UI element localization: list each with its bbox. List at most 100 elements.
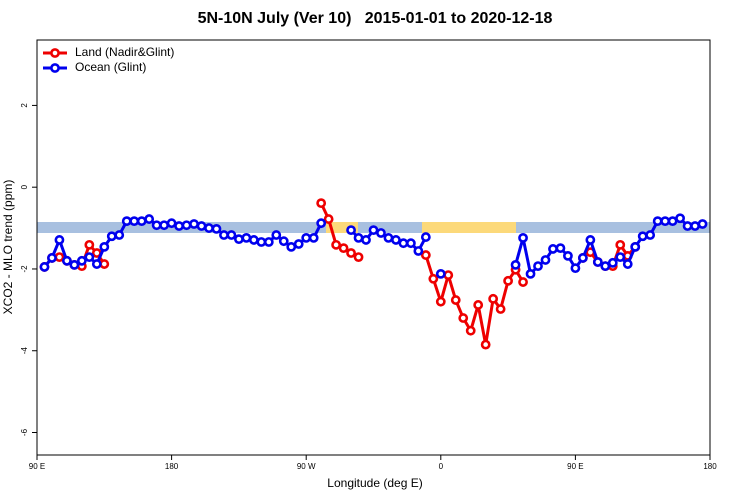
- data-point: [435, 296, 446, 307]
- data-point: [690, 221, 700, 231]
- data-point: [211, 223, 222, 234]
- data-point: [338, 243, 349, 254]
- data-point: [600, 261, 611, 272]
- data-point: [316, 218, 327, 229]
- data-point: [473, 300, 484, 310]
- data-point: [226, 230, 237, 240]
- data-point: [398, 238, 409, 249]
- data-point: [660, 216, 671, 227]
- data-point: [293, 239, 304, 249]
- data-point: [256, 237, 267, 247]
- data-point: [136, 216, 147, 227]
- data-point: [435, 268, 446, 279]
- data-point: [129, 216, 140, 227]
- data-point: [555, 243, 566, 254]
- data-point: [637, 231, 648, 242]
- data-point: [480, 339, 491, 350]
- data-point: [271, 230, 282, 240]
- data-point: [301, 232, 312, 243]
- data-point: [503, 275, 513, 286]
- data-point: [144, 214, 155, 224]
- data-point: [607, 257, 618, 268]
- data-point: [278, 236, 289, 247]
- data-point: [682, 221, 693, 231]
- data-point: [47, 253, 57, 263]
- data-point: [121, 216, 132, 227]
- data-point: [465, 325, 476, 336]
- y-tick-label: -6: [20, 428, 29, 436]
- y-tick-label: 0: [20, 184, 29, 189]
- data-point: [99, 259, 110, 269]
- data-point: [443, 270, 454, 280]
- data-point: [361, 235, 371, 245]
- data-point: [450, 295, 461, 305]
- data-point: [54, 235, 65, 245]
- x-tick-label: 90 W: [297, 462, 316, 471]
- data-point: [316, 198, 327, 209]
- data-point: [308, 232, 319, 243]
- data-point: [630, 241, 641, 252]
- data-point: [615, 252, 626, 263]
- data-point: [518, 232, 528, 243]
- land-strip: [326, 222, 358, 233]
- data-point: [263, 237, 274, 247]
- x-tick-label: 90 E: [29, 462, 45, 471]
- data-point: [114, 230, 125, 240]
- data-point: [420, 250, 431, 260]
- legend-label: Land (Nadir&Glint): [75, 45, 174, 59]
- x-axis-label: Longitude (deg E): [327, 476, 422, 490]
- data-point: [84, 252, 95, 263]
- data-point: [331, 239, 342, 250]
- data-point: [368, 225, 379, 236]
- data-point: [248, 235, 259, 245]
- data-point: [645, 230, 656, 240]
- data-point: [405, 238, 416, 249]
- legend-marker: [50, 63, 60, 73]
- data-point: [376, 228, 386, 238]
- y-tick-label: 2: [20, 103, 29, 108]
- data-point: [622, 259, 633, 269]
- data-point: [241, 232, 252, 243]
- data-point: [189, 219, 199, 229]
- data-point: [91, 259, 102, 269]
- data-point: [346, 248, 356, 258]
- data-point: [585, 235, 596, 245]
- legend-marker: [50, 48, 60, 58]
- legend-label: Ocean (Glint): [75, 60, 146, 74]
- y-tick-label: -4: [20, 347, 29, 355]
- x-tick-label: 180: [165, 462, 179, 471]
- data-point: [106, 231, 117, 242]
- data-point: [420, 232, 431, 242]
- data-point: [563, 250, 573, 261]
- data-point: [510, 259, 521, 270]
- data-point: [391, 235, 401, 245]
- data-point: [413, 246, 424, 256]
- data-point: [181, 220, 192, 231]
- y-axis-label: XCO2 - MLO trend (ppm): [1, 180, 15, 315]
- data-point: [151, 220, 162, 231]
- data-point: [233, 234, 244, 245]
- data-point: [533, 261, 543, 272]
- data-point: [540, 255, 551, 265]
- data-point: [323, 214, 334, 224]
- data-point: [353, 232, 364, 243]
- x-tick-label: 0: [439, 462, 444, 471]
- data-point: [69, 259, 80, 270]
- x-tick-label: 180: [703, 462, 717, 471]
- data-point: [383, 232, 394, 243]
- data-point: [166, 218, 177, 229]
- plot-frame: [36, 39, 711, 456]
- data-point: [518, 277, 528, 287]
- data-point: [697, 219, 708, 229]
- data-point: [204, 223, 214, 233]
- data-point: [39, 262, 50, 272]
- data-point: [159, 220, 170, 231]
- data-point: [525, 268, 536, 279]
- data-point: [548, 244, 558, 254]
- data-point: [570, 263, 581, 274]
- data-point: [174, 221, 184, 231]
- data-point: [615, 239, 626, 250]
- data-point: [488, 293, 499, 304]
- data-point: [353, 252, 364, 263]
